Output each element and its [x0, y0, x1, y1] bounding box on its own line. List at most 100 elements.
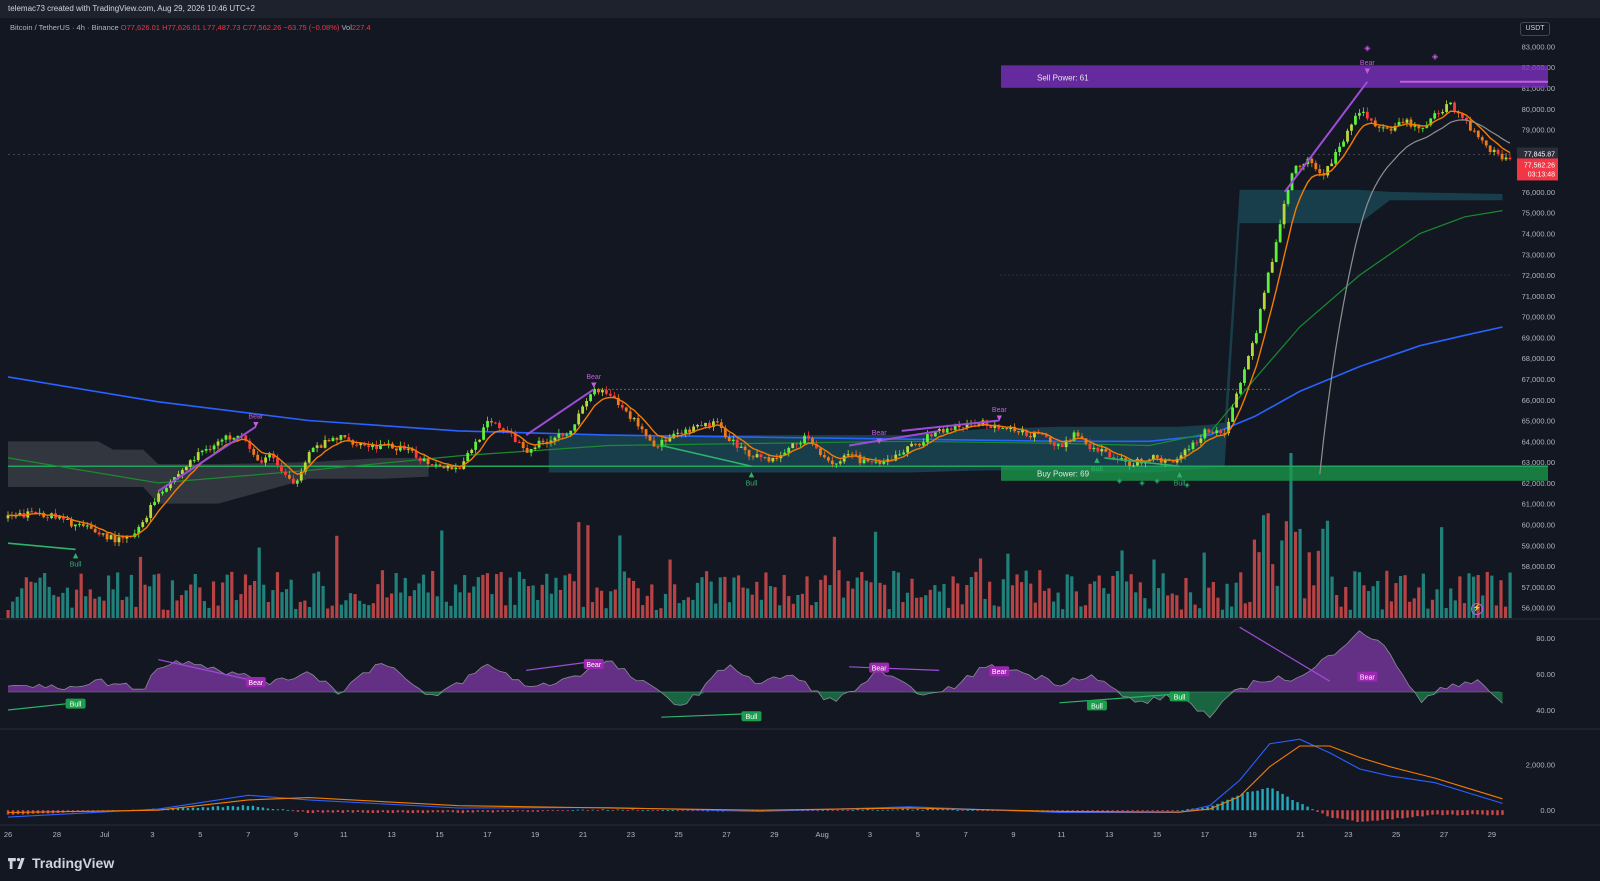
volume-bar [759, 599, 763, 618]
macd-histogram-bar [1181, 810, 1184, 811]
volume-bar [791, 603, 795, 618]
volume-bar [29, 581, 33, 618]
volume-bar [1471, 576, 1476, 618]
macd-histogram-bar [1376, 810, 1379, 821]
macd-histogram-bar [386, 810, 390, 813]
countdown-label: 03:13:48 [1528, 171, 1555, 178]
macd-histogram-bar [391, 810, 395, 813]
candle-body [117, 537, 121, 543]
candle-body [1215, 430, 1219, 434]
rsi-bull-tag: Bull [1174, 694, 1186, 701]
candle-body [1262, 292, 1266, 310]
time-axis-tick: 23 [627, 830, 635, 839]
volume-bar [1207, 587, 1211, 618]
replay-icon[interactable]: ⚡ [1471, 603, 1483, 615]
candle-body [882, 461, 886, 464]
currency-button[interactable]: USDT [1520, 22, 1550, 36]
candle-body [1187, 448, 1191, 450]
volume-bar [1102, 588, 1106, 618]
volume-bar [70, 607, 74, 618]
volume-bar [828, 585, 832, 618]
candle-body [430, 464, 434, 466]
volume-bar [1179, 609, 1183, 618]
rsi-axis-tick: 40.00 [1536, 706, 1555, 715]
volume-bar [380, 570, 385, 618]
bear-arrow-icon: ▼ [997, 414, 1003, 422]
macd-histogram-bar [901, 808, 904, 811]
time-axis-tick: 9 [294, 830, 298, 839]
candle-body [188, 460, 192, 467]
volume-bar [709, 581, 713, 618]
macd-histogram-bar [851, 810, 854, 812]
bull-marker: Bull [70, 562, 82, 569]
time-axis-tick: 17 [1201, 830, 1209, 839]
volume-bar [138, 556, 143, 618]
candle-body [228, 435, 232, 440]
candle-body [933, 431, 937, 437]
volume-bar [458, 592, 462, 618]
time-axis-tick: 5 [916, 830, 920, 839]
candle-body [866, 459, 870, 462]
rsi-bull-tag-bg [1086, 700, 1107, 711]
candle-body [264, 457, 267, 463]
macd-histogram-bar [226, 806, 230, 811]
volume-bar [449, 605, 453, 618]
bear-arrow-icon: ▼ [591, 381, 597, 389]
bear-divergence-line [901, 419, 1000, 432]
volume-bar [1051, 601, 1056, 618]
macd-histogram-bar [1456, 810, 1459, 816]
volume-bar [1280, 540, 1284, 618]
macd-histogram-bar [831, 810, 834, 812]
candle-body [616, 397, 620, 406]
candle-body [712, 421, 715, 428]
volume-bar [595, 587, 599, 618]
macd-histogram-bar [331, 810, 335, 813]
candle-body [331, 437, 335, 442]
rsi-bear-divergence [849, 666, 940, 671]
volume-bar [782, 575, 786, 618]
candle-body [236, 435, 240, 438]
symbol-legend[interactable]: Bitcoin / TetherUS · 4h · Binance O77,62… [10, 23, 371, 32]
macd-histogram-bar [1121, 810, 1124, 812]
macd-histogram-bar [311, 810, 315, 814]
macd-histogram-bar [1101, 810, 1104, 812]
candle-body [220, 439, 224, 442]
price-axis-tick: 74,000.00 [1522, 229, 1555, 238]
candle-body [299, 471, 303, 481]
candle-body [1318, 169, 1322, 174]
macd-histogram-bar [921, 809, 924, 811]
macd-histogram-bar [541, 810, 545, 812]
candle-body [1500, 153, 1504, 160]
macd-histogram-bar [611, 810, 614, 812]
candle-body [771, 457, 775, 462]
candle-body [1449, 102, 1452, 105]
candle-body [307, 452, 311, 463]
volume-bar [1234, 582, 1238, 618]
volume-bar [755, 581, 759, 618]
time-axis-tick: 13 [388, 830, 396, 839]
candle-body [1389, 128, 1393, 131]
volume-bar [234, 600, 238, 618]
macd-histogram-bar [496, 810, 500, 812]
volume-bar [558, 589, 563, 618]
candle-body [280, 465, 283, 472]
rsi-axis-tick: 60.00 [1536, 670, 1555, 679]
volume-bar [1129, 574, 1133, 618]
macd-histogram-bar [576, 809, 580, 811]
macd-histogram-bar [371, 810, 375, 813]
volume-bar [682, 600, 686, 618]
author-credit: telemac73 created with TradingView.com, … [8, 4, 255, 13]
volume-bar [1403, 575, 1407, 618]
macd-histogram-bar [296, 810, 300, 812]
candle-body [1163, 460, 1167, 463]
volume-bar [700, 577, 704, 618]
current-price-label: 77,562.26 [1524, 162, 1555, 169]
candle-body [553, 437, 557, 441]
price-axis-tick: 63,000.00 [1522, 458, 1555, 467]
price-axis-tick: 67,000.00 [1522, 375, 1555, 384]
macd-histogram-bar [1411, 810, 1414, 818]
volume-bar [1252, 539, 1257, 618]
sma-green-line [7, 210, 1503, 484]
chart-area[interactable]: 83,000.0082,000.0081,000.0080,000.0079,0… [0, 18, 1600, 845]
candle-body [406, 448, 410, 450]
